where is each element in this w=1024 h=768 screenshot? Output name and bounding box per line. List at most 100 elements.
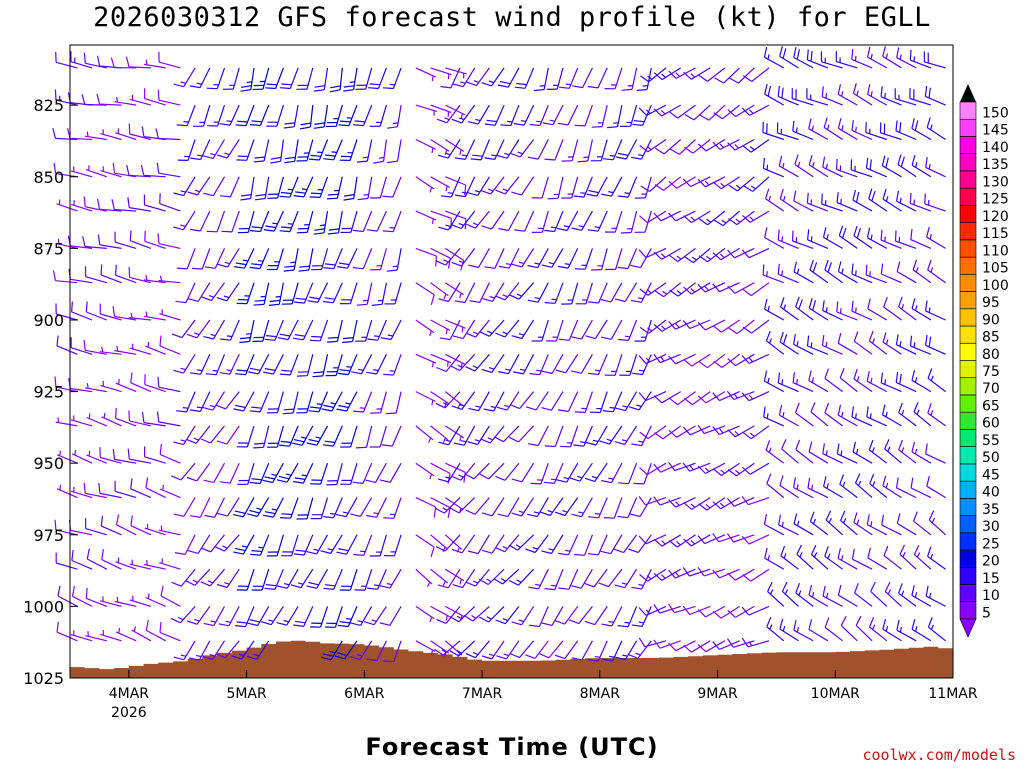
- wind-barb: [683, 534, 711, 547]
- wind-barb: [823, 117, 843, 141]
- wind-barb: [357, 139, 373, 163]
- wind-barb: [128, 410, 152, 427]
- wind-barb: [560, 425, 579, 448]
- wind-barb: [712, 532, 740, 543]
- wind-barb: [911, 154, 932, 178]
- wind-barb: [529, 104, 549, 127]
- colorbar-label: 105: [982, 261, 1009, 277]
- wind-barb: [328, 210, 343, 235]
- wind-barb: [467, 425, 490, 446]
- wind-barb: [144, 559, 166, 570]
- wind-barb: [81, 94, 107, 106]
- wind-barb: [56, 335, 78, 355]
- wind-barb: [865, 264, 888, 284]
- wind-barb: [806, 88, 829, 106]
- colorbar-swatch: [959, 549, 977, 568]
- credit-text[interactable]: coolwx.com/models: [862, 746, 1016, 764]
- wind-barb: [452, 319, 476, 340]
- wind-barb: [533, 67, 549, 92]
- wind-barb: [620, 104, 638, 127]
- wind-barb: [683, 640, 711, 653]
- wind-barb: [794, 154, 814, 178]
- wind-barb: [924, 193, 946, 212]
- wind-barb: [544, 282, 564, 304]
- wind-barb: [444, 425, 465, 442]
- wind-barb: [495, 282, 520, 301]
- wind-barb: [308, 391, 329, 413]
- wind-barb: [386, 248, 402, 272]
- wind-barb: [494, 425, 520, 443]
- wind-barb: [202, 139, 226, 159]
- wind-barb: [911, 619, 932, 642]
- wind-barb: [352, 248, 373, 270]
- wind-barb: [352, 462, 373, 484]
- wind-barb: [324, 606, 343, 628]
- wind-barb: [325, 354, 343, 377]
- wind-barb: [572, 67, 593, 89]
- wind-barb: [779, 475, 799, 499]
- wind-barb: [430, 247, 451, 269]
- wind-barb: [281, 534, 299, 557]
- wind-barb: [808, 118, 829, 141]
- wind-barb: [629, 497, 652, 518]
- x-tick-label: 11MAR: [928, 686, 977, 702]
- wind-barb: [221, 210, 240, 233]
- wind-barb: [571, 210, 593, 231]
- colorbar-label: 140: [982, 140, 1009, 156]
- wind-barb: [809, 259, 829, 284]
- wind-barb: [266, 248, 284, 271]
- colorbar-swatch: [959, 601, 977, 620]
- wind-barb: [590, 139, 608, 162]
- wind-barb: [926, 226, 946, 249]
- wind-barb: [283, 248, 299, 272]
- wind-barb: [252, 67, 270, 91]
- wind-barb: [896, 619, 917, 642]
- wind-barb: [450, 462, 476, 481]
- wind-barb: [267, 176, 284, 199]
- wind-barb: [493, 568, 520, 585]
- wind-barb: [170, 605, 196, 624]
- wind-barb: [605, 248, 623, 271]
- wind-barb: [808, 370, 829, 393]
- wind-barb: [866, 227, 888, 249]
- wind-barb: [808, 584, 829, 607]
- wind-barb: [525, 640, 549, 659]
- wind-barb: [729, 67, 755, 84]
- wind-barb: [231, 640, 255, 660]
- colorbar-label: 100: [982, 278, 1009, 294]
- y-axis: 825 850 875 900 925 950 975 1000 1025: [23, 96, 78, 688]
- colorbar-label: 30: [982, 519, 1000, 535]
- wind-barb: [851, 120, 873, 141]
- wind-barb: [540, 497, 564, 517]
- wind-barb: [320, 534, 343, 555]
- wind-barb: [809, 511, 829, 536]
- wind-barb: [71, 301, 93, 321]
- wind-barb: [308, 139, 329, 161]
- wind-barb: [84, 383, 107, 393]
- wind-barb: [778, 155, 799, 178]
- wind-barb: [83, 196, 107, 212]
- wind-barb: [465, 497, 490, 515]
- wind-barb: [97, 234, 122, 249]
- wind-barb: [351, 354, 373, 375]
- wind-barb: [511, 606, 535, 626]
- wind-barb: [415, 462, 435, 480]
- wind-barb: [452, 568, 476, 589]
- wind-barb: [279, 67, 299, 90]
- wind-barb: [253, 425, 270, 449]
- wind-barb: [484, 139, 505, 160]
- wind-barb: [763, 513, 785, 536]
- wind-barb: [574, 391, 593, 413]
- wind-barb: [822, 300, 843, 321]
- wind-barb: [839, 367, 858, 393]
- wind-barb: [337, 354, 358, 376]
- wind-barb: [604, 210, 623, 233]
- wind-barb: [239, 319, 255, 344]
- wind-barb: [334, 640, 358, 660]
- wind-barb: [544, 139, 564, 161]
- wind-barb: [203, 606, 226, 627]
- wind-barb: [430, 391, 450, 408]
- wind-barb: [824, 546, 843, 570]
- wind-barb: [293, 462, 314, 484]
